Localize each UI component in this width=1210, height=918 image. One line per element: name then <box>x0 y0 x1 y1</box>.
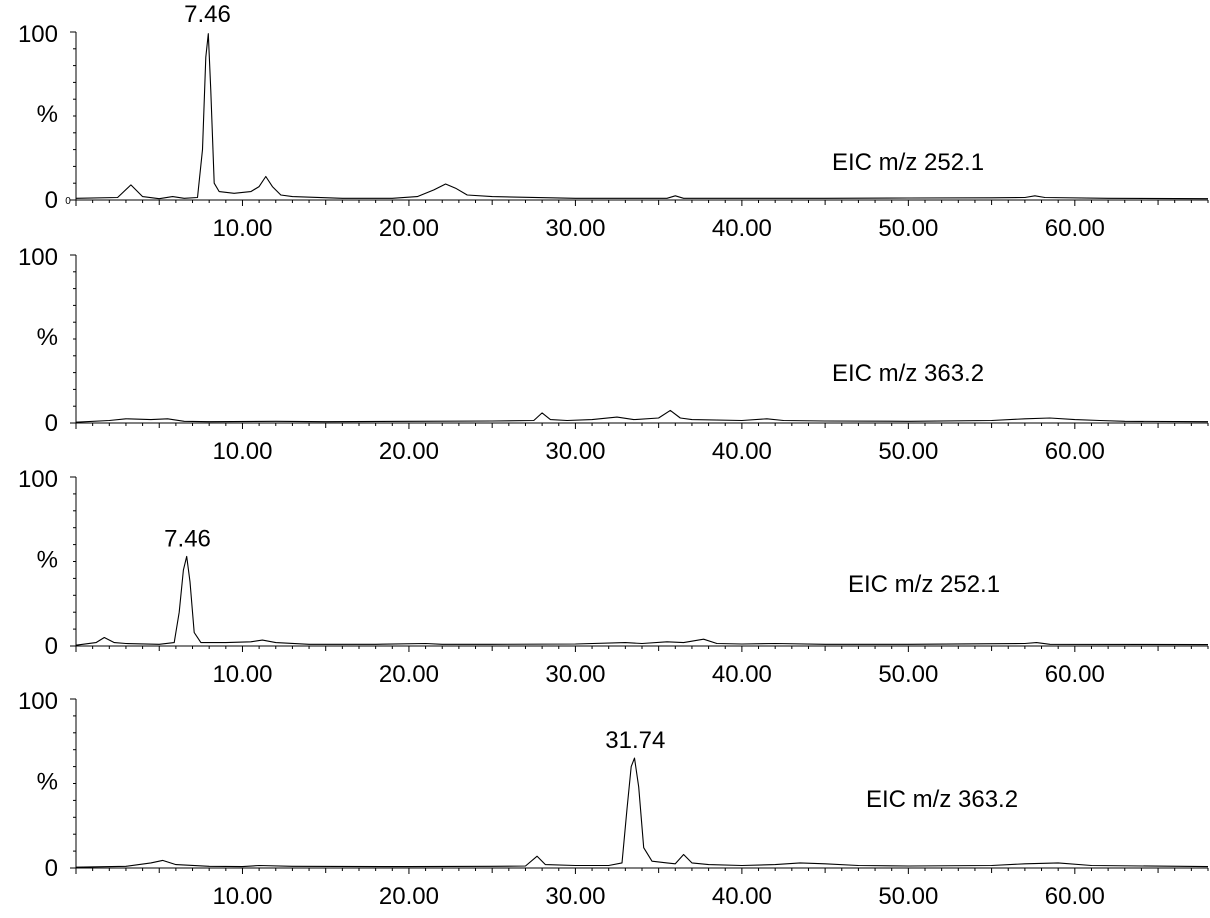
chromatogram-panel-4: 100% 0 10.00 20.00 30.00 40.00 50.00 60.00 31.74… <box>18 688 1209 910</box>
x-tick-label: 60.00 <box>1045 215 1105 242</box>
peak-label: 7.46 <box>184 1 231 28</box>
y-tick-label-max: 100 <box>18 21 58 48</box>
x-tick-label: 50.00 <box>878 215 938 242</box>
x-tick-label: 20.00 <box>379 661 439 688</box>
y-axis-label: % <box>37 547 58 574</box>
chromatogram-trace <box>75 555 1209 646</box>
y-axis-label: % <box>37 101 58 128</box>
chromatogram-trace <box>75 757 1209 868</box>
x-tick-label: 30.00 <box>545 215 605 242</box>
peak-label: 31.74 <box>605 727 665 754</box>
x-tick-label: 10.00 <box>212 883 272 910</box>
x-tick-label: 20.00 <box>379 215 439 242</box>
x-tick-label: 10.00 <box>212 661 272 688</box>
x-tick-label: 60.00 <box>1045 661 1105 688</box>
x-tick-label: 30.00 <box>545 883 605 910</box>
peak-label: 7.46 <box>164 525 211 552</box>
x-tick-label: 10.00 <box>212 215 272 242</box>
chromatogram-trace <box>75 33 1209 200</box>
y-tick-label-max: 100 <box>18 466 58 493</box>
x-tick-label: 60.00 <box>1045 883 1105 910</box>
x-tick-label: 40.00 <box>712 215 772 242</box>
y-tick-label-min: 0 <box>45 633 58 660</box>
y-tick-label-min: 0 <box>45 410 58 437</box>
chromatogram-panel-2: 100% 0 10.00 20.00 30.00 40.00 50.00 60.00 EIC m… <box>18 244 1209 465</box>
x-tick-label: 10.00 <box>212 438 272 465</box>
y-axis-label: % <box>37 769 58 796</box>
y-tick-label-min: 0 <box>45 855 58 882</box>
chromatogram-trace <box>75 409 1209 423</box>
x-tick-label: 50.00 <box>878 883 938 910</box>
x-origin-label: 0 <box>65 196 71 207</box>
x-tick-label: 20.00 <box>379 883 439 910</box>
x-tick-label: 40.00 <box>712 438 772 465</box>
trace-label: EIC m/z 363.2 <box>832 360 984 387</box>
y-axis-label: % <box>37 324 58 351</box>
x-tick-label: 50.00 <box>878 661 938 688</box>
x-tick-label: 30.00 <box>545 438 605 465</box>
x-tick-label: 30.00 <box>545 661 605 688</box>
y-tick-label-min: 0 <box>45 187 58 214</box>
x-tick-label: 40.00 <box>712 883 772 910</box>
x-tick-label: 20.00 <box>379 438 439 465</box>
x-tick-label: 50.00 <box>878 438 938 465</box>
x-tick-label: 60.00 <box>1045 438 1105 465</box>
y-tick-label-max: 100 <box>18 244 58 271</box>
chromatogram-panel-3: 100% 0 10.00 20.00 30.00 40.00 50.00 60.00 7.46 E… <box>18 466 1209 688</box>
trace-label: EIC m/z 252.1 <box>848 571 1000 598</box>
chromatogram-panel-1: 100% 0 0 10.00 20.00 30.00 40.00 50.00 60.00 7.46… <box>18 1 1209 242</box>
trace-label: EIC m/z 252.1 <box>832 149 984 176</box>
y-tick-label-max: 100 <box>18 688 58 715</box>
trace-label: EIC m/z 363.2 <box>866 786 1018 813</box>
x-tick-label: 40.00 <box>712 661 772 688</box>
